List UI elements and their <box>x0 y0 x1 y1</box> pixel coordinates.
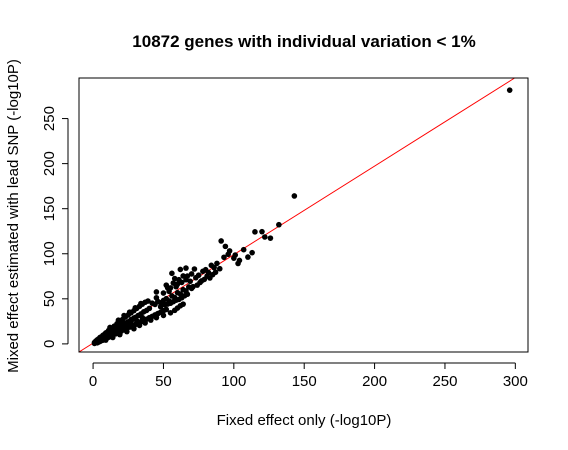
fit-line <box>78 77 515 353</box>
data-point <box>190 283 196 290</box>
data-point <box>212 269 219 276</box>
x-tick-label: 250 <box>432 373 457 390</box>
data-point <box>221 254 227 261</box>
data-point <box>145 298 151 304</box>
y-axis: 0 50 100 150 200 250 <box>41 106 69 348</box>
data-point <box>133 317 140 324</box>
data-point <box>226 248 233 254</box>
data-point <box>195 272 202 279</box>
data-point <box>184 291 191 298</box>
data-point <box>261 234 268 240</box>
data-point <box>162 301 168 308</box>
data-point <box>218 238 224 244</box>
chart-title: 10872 genes with individual variation < … <box>132 32 475 51</box>
data-point <box>198 278 205 284</box>
fit-line-layer <box>78 77 515 353</box>
x-tick-label: 0 <box>89 373 97 390</box>
data-point <box>132 304 139 311</box>
data-point <box>235 260 241 267</box>
data-point <box>506 87 513 93</box>
data-point <box>124 328 130 335</box>
x-tick-label: 200 <box>362 373 387 390</box>
y-tick-label: 0 <box>41 340 58 348</box>
x-tick-label: 50 <box>155 373 172 390</box>
y-tick-label: 150 <box>41 196 58 221</box>
data-point <box>166 288 172 295</box>
data-point <box>153 314 160 321</box>
data-point <box>115 317 122 323</box>
data-point <box>160 290 167 296</box>
data-point <box>259 228 265 235</box>
data-point <box>249 249 255 256</box>
data-point <box>178 279 185 286</box>
data-point <box>291 193 298 199</box>
data-point <box>187 278 193 285</box>
x-tick-label: 300 <box>503 373 528 390</box>
y-tick-label: 100 <box>41 241 58 266</box>
x-tick-label: 150 <box>292 373 317 390</box>
data-point <box>173 283 179 290</box>
points-layer <box>91 87 513 347</box>
data-point <box>171 275 178 282</box>
data-point <box>128 320 134 327</box>
data-point <box>142 320 148 326</box>
data-point <box>167 309 174 316</box>
data-point <box>139 314 146 321</box>
data-point <box>167 300 174 307</box>
data-point <box>107 324 113 331</box>
data-point <box>267 235 274 241</box>
data-point <box>147 317 154 323</box>
data-point <box>232 252 239 258</box>
data-point <box>169 270 175 277</box>
data-point <box>153 289 160 295</box>
data-point <box>138 300 144 307</box>
y-tick-label: 50 <box>41 290 58 307</box>
x-tick-label: 100 <box>221 373 246 390</box>
data-point <box>157 303 164 310</box>
data-point <box>176 296 182 303</box>
x-axis: 0 50 100 150 200 250 300 <box>89 362 528 390</box>
data-point <box>104 329 110 336</box>
data-point <box>136 322 143 329</box>
data-point <box>114 329 120 335</box>
data-point <box>126 309 133 315</box>
data-point <box>183 265 189 271</box>
x-axis-label: Fixed effect only (-log10P) <box>217 412 392 429</box>
data-point <box>222 243 229 250</box>
data-point <box>160 312 167 319</box>
data-point <box>214 260 220 267</box>
data-point <box>211 264 217 271</box>
data-point <box>146 305 153 312</box>
plot-frame <box>78 77 529 353</box>
data-point <box>252 229 258 235</box>
data-point <box>163 306 170 313</box>
data-point <box>121 312 127 319</box>
data-point <box>180 301 186 307</box>
data-point <box>184 273 191 279</box>
data-point <box>131 325 137 332</box>
data-point <box>245 254 251 260</box>
data-point <box>153 294 160 301</box>
y-axis-label: Mixed effect estimated with lead SNP (-l… <box>5 59 22 373</box>
data-point <box>276 221 282 228</box>
data-point <box>191 266 198 272</box>
data-point <box>240 246 247 253</box>
data-point <box>216 265 223 272</box>
data-point <box>188 271 195 277</box>
y-tick-label: 200 <box>41 151 58 176</box>
y-tick-label: 250 <box>41 106 58 131</box>
data-point <box>177 266 184 273</box>
